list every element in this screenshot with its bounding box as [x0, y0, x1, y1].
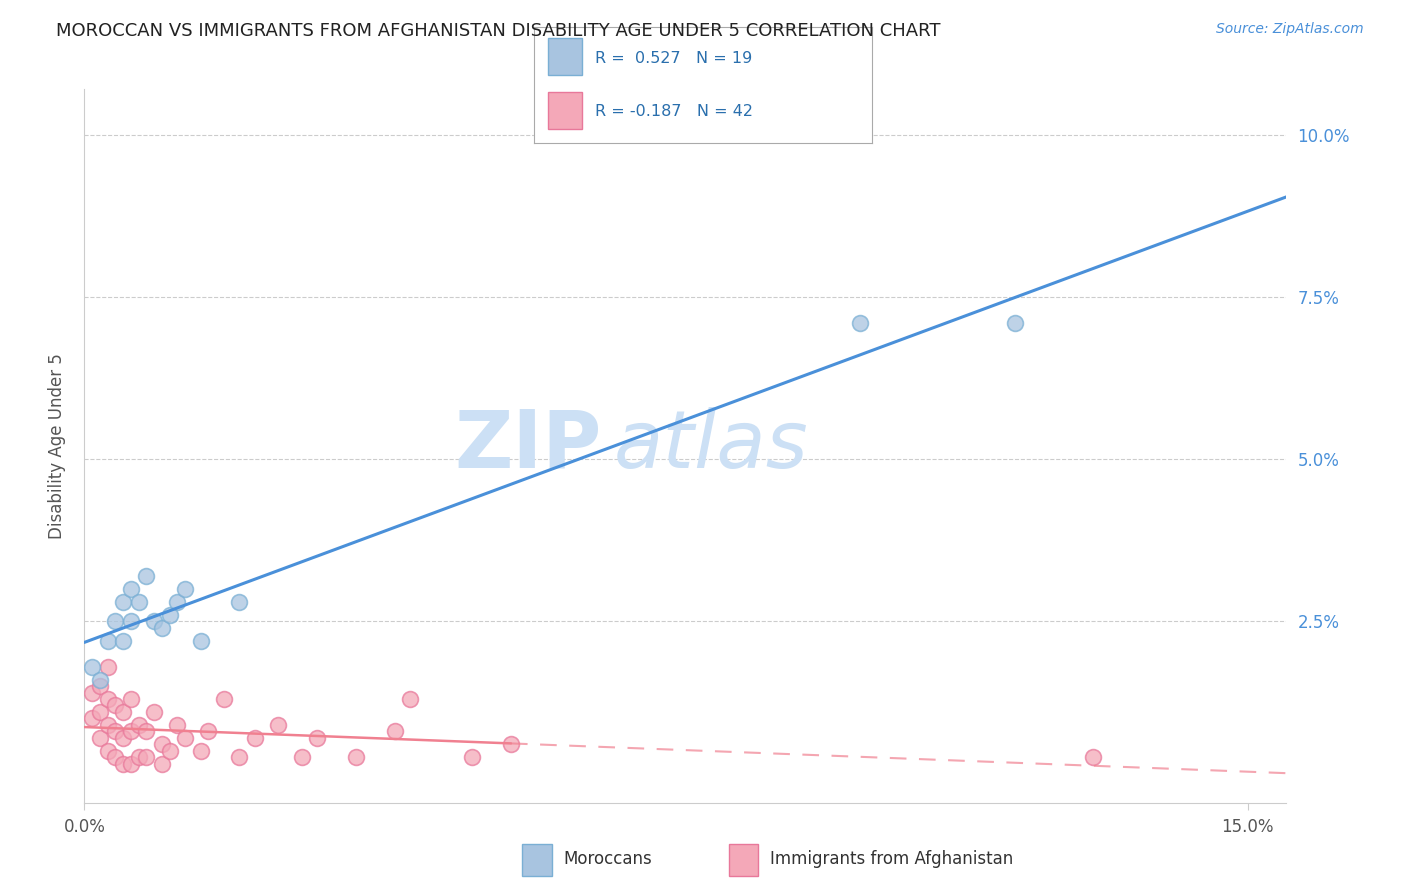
Point — [174, 582, 197, 596]
Point — [97, 659, 120, 673]
Point — [228, 595, 250, 609]
Point — [150, 621, 173, 635]
Point — [150, 756, 173, 771]
Point — [120, 756, 142, 771]
Point — [89, 731, 111, 745]
Point — [97, 718, 120, 732]
Point — [290, 750, 312, 764]
Point — [1004, 316, 1026, 330]
Point — [120, 692, 142, 706]
Point — [461, 750, 484, 764]
Text: R = -0.187   N = 42: R = -0.187 N = 42 — [595, 103, 754, 119]
Text: ZIP: ZIP — [454, 407, 602, 485]
Point — [120, 582, 142, 596]
Point — [97, 692, 120, 706]
Point — [82, 685, 104, 699]
Text: atlas: atlas — [613, 407, 808, 485]
Point — [89, 673, 111, 687]
Point — [159, 744, 181, 758]
Point — [197, 724, 219, 739]
Bar — [522, 844, 551, 876]
Text: MOROCCAN VS IMMIGRANTS FROM AFGHANISTAN DISABILITY AGE UNDER 5 CORRELATION CHART: MOROCCAN VS IMMIGRANTS FROM AFGHANISTAN … — [56, 22, 941, 40]
Point — [384, 724, 406, 739]
Point — [89, 705, 111, 719]
Bar — [548, 92, 582, 128]
Bar — [728, 844, 758, 876]
Point — [344, 750, 367, 764]
Point — [112, 756, 135, 771]
Point — [499, 738, 522, 752]
Text: Moroccans: Moroccans — [564, 849, 652, 868]
Point — [849, 316, 872, 330]
Bar — [548, 38, 582, 76]
Point — [120, 724, 142, 739]
Text: Source: ZipAtlas.com: Source: ZipAtlas.com — [1216, 22, 1364, 37]
Text: R =  0.527   N = 19: R = 0.527 N = 19 — [595, 51, 752, 66]
Point — [104, 750, 127, 764]
Point — [104, 698, 127, 713]
Point — [174, 731, 197, 745]
Point — [97, 633, 120, 648]
Point — [128, 750, 150, 764]
Text: Immigrants from Afghanistan: Immigrants from Afghanistan — [770, 849, 1014, 868]
Point — [1081, 750, 1104, 764]
Point — [128, 718, 150, 732]
Point — [89, 679, 111, 693]
Point — [159, 607, 181, 622]
Point — [104, 724, 127, 739]
Point — [112, 705, 135, 719]
Point — [150, 738, 173, 752]
Point — [135, 568, 157, 582]
Point — [212, 692, 235, 706]
Point — [82, 659, 104, 673]
Point — [112, 595, 135, 609]
Point — [135, 724, 157, 739]
Point — [104, 614, 127, 628]
Point — [112, 731, 135, 745]
Point — [143, 614, 166, 628]
Point — [399, 692, 422, 706]
Point — [120, 614, 142, 628]
Point — [112, 633, 135, 648]
Point — [228, 750, 250, 764]
Point — [190, 744, 212, 758]
Y-axis label: Disability Age Under 5: Disability Age Under 5 — [48, 353, 66, 539]
Point — [166, 595, 188, 609]
Point — [243, 731, 266, 745]
Point — [128, 595, 150, 609]
Point — [143, 705, 166, 719]
Point — [135, 750, 157, 764]
Point — [97, 744, 120, 758]
Point — [82, 711, 104, 725]
Point — [190, 633, 212, 648]
Point — [166, 718, 188, 732]
Point — [267, 718, 290, 732]
Point — [305, 731, 328, 745]
